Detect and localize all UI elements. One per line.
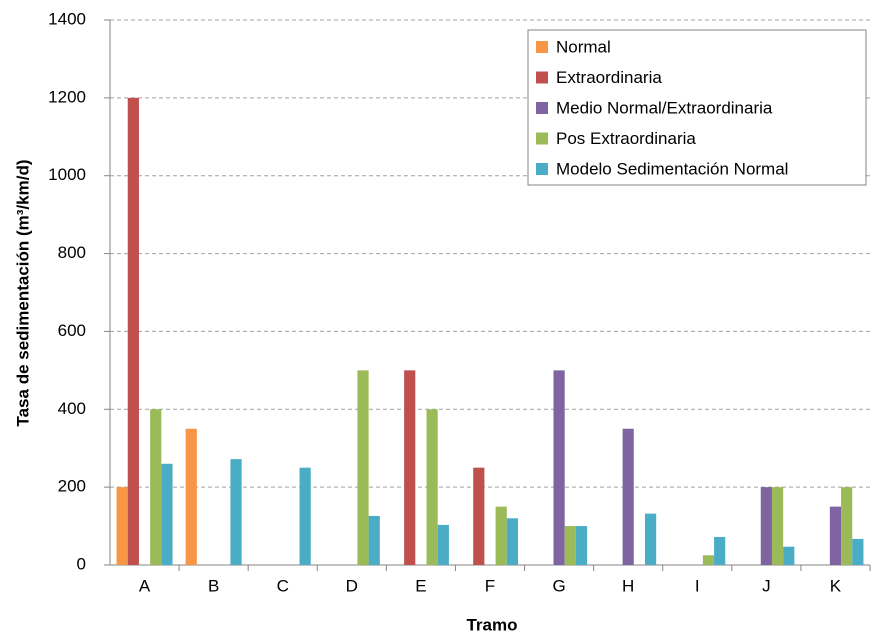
y-tick-label: 0 [77,554,86,573]
bar [564,526,576,565]
x-tick-label: H [622,576,634,595]
bar [771,487,784,565]
bar [841,487,853,565]
y-axis-title: Tasa de sedimentación (m³/km/d) [13,159,32,426]
x-tick-label: B [208,576,219,595]
x-tick-label: G [552,576,565,595]
legend-swatch [536,163,548,175]
bar [368,515,380,565]
legend-swatch [536,41,548,53]
x-axis-title: Tramo [466,615,517,634]
bar [426,409,438,565]
bar [116,487,128,565]
x-tick-label: K [830,576,842,595]
bar [437,524,449,565]
bar [473,467,485,565]
bar [553,370,565,565]
bar [506,518,518,565]
legend-swatch [536,71,548,84]
bar [161,463,173,565]
x-tick-label: A [139,576,151,595]
legend-swatch [536,132,548,145]
x-tick-label: D [346,576,358,595]
y-tick-label: 1000 [48,165,86,184]
y-tick-label: 600 [58,321,86,340]
x-tick-label: F [485,576,495,595]
legend-label: Modelo Sedimentación Normal [556,159,788,178]
bar [495,506,507,565]
bar [185,428,197,565]
legend-label: Extraordinaria [556,68,662,87]
bar [852,538,864,565]
bar [644,513,657,565]
bar [404,370,416,565]
bar [783,546,795,565]
bar [299,467,311,565]
legend-label: Normal [556,37,611,56]
bar [150,409,162,565]
bar [230,459,242,565]
y-tick-label: 1400 [48,9,86,28]
x-tick-label: J [762,576,771,595]
bar [575,526,588,565]
legend: Normal Extraordinaria Medio Normal/Extraor… [527,29,867,186]
y-tick-label: 800 [58,243,86,262]
y-tick-label: 1200 [48,87,86,106]
x-tick-label: E [415,576,426,595]
bar [702,555,715,565]
legend-label: Medio Normal/Extraordinaria [556,98,773,117]
bar [829,506,842,565]
bar [714,536,726,565]
y-tick-label: 200 [58,477,86,496]
legend-label: Pos Extraordinaria [556,129,696,148]
bar [622,428,634,565]
x-tick-label: I [695,576,700,595]
x-tick-label: C [277,576,289,595]
legend-box [527,29,867,186]
bar [357,370,369,565]
bar [760,487,772,565]
legend-swatch [536,102,548,114]
bar [127,97,139,565]
y-tick-label: 400 [58,399,86,418]
